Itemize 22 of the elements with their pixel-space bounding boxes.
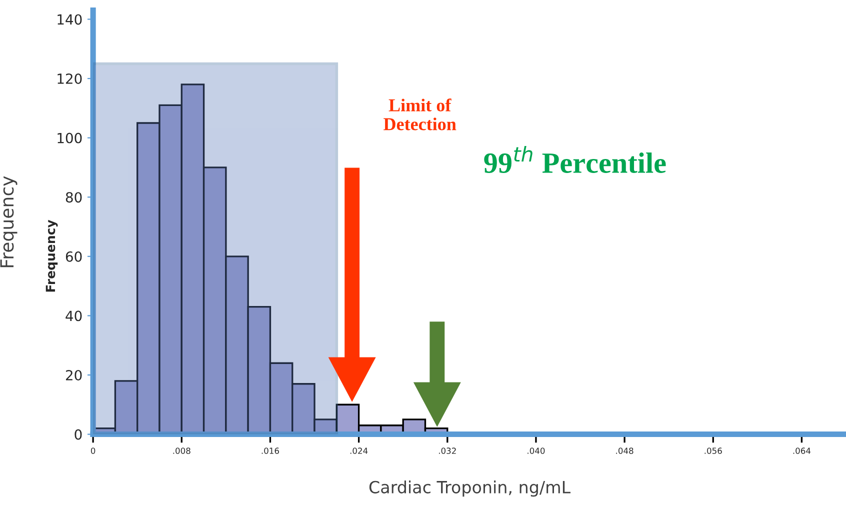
x-tick-label: .016 — [262, 448, 279, 454]
y-tick-label: 80 — [66, 192, 82, 203]
x-tick-label: .032 — [439, 448, 456, 454]
x-tick-label: .008 — [173, 448, 190, 454]
x-tick-label: .064 — [793, 448, 811, 454]
y-tick-label: 20 — [66, 370, 82, 380]
y-axis-title: Frequency — [0, 176, 18, 268]
y-tick-label: 120 — [58, 73, 82, 84]
x-tick-label: .024 — [350, 448, 368, 454]
x-tick-label: .056 — [704, 448, 722, 454]
y-tick-label: 40 — [66, 310, 82, 322]
y-tick-label: 60 — [66, 251, 82, 262]
y-tick-label: 0 — [74, 429, 82, 440]
annotation: Limit of Detection — [384, 98, 456, 130]
y-tick-label: 140 — [58, 14, 82, 25]
annotation: 99$^{th}$ Percentile — [484, 146, 666, 173]
y-tick-label: 100 — [58, 132, 82, 144]
text: Frequency — [46, 220, 58, 292]
x-axis-title: Cardiac Troponin, ng/mL — [369, 480, 570, 497]
x-tick-label: 0 — [90, 448, 96, 454]
x-tick-label: .040 — [528, 448, 545, 454]
x-tick-label: .048 — [616, 448, 634, 454]
